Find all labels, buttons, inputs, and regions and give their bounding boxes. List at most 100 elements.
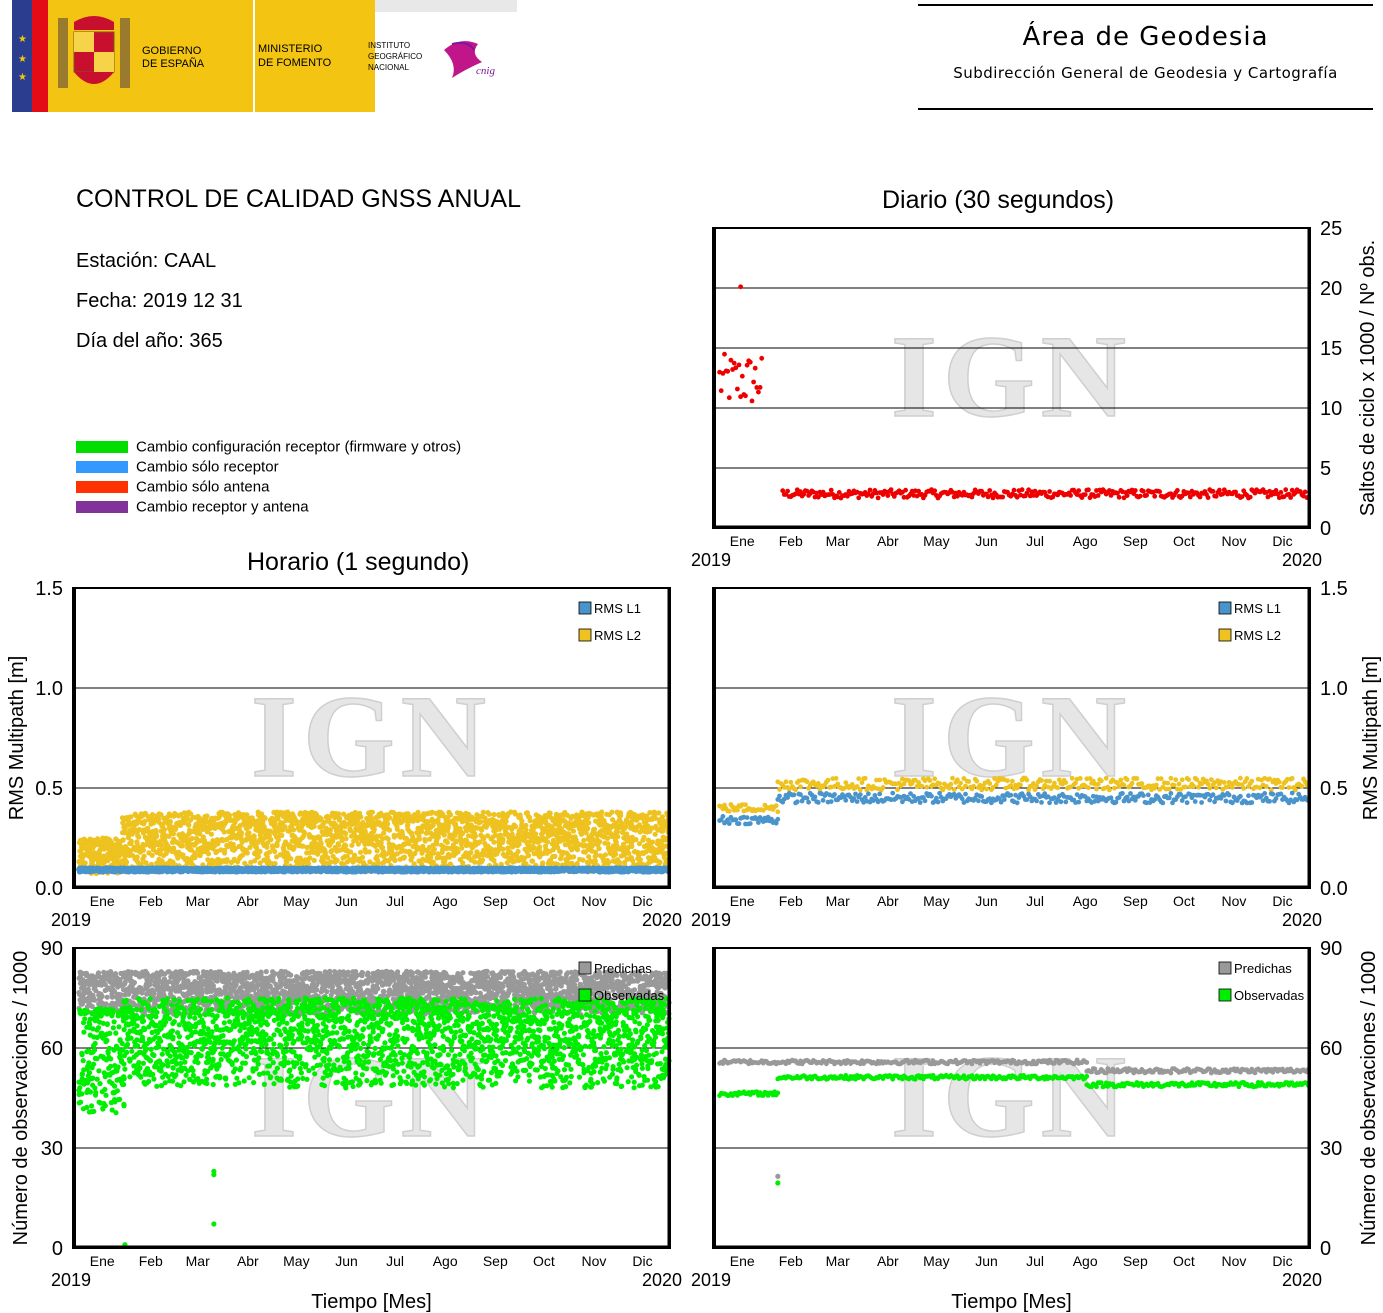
data-point: [392, 857, 398, 863]
data-point: [527, 818, 533, 824]
data-point: [1283, 487, 1289, 493]
data-point: [1213, 493, 1219, 499]
data-point: [455, 849, 461, 855]
data-point: [595, 841, 601, 847]
data-point: [1239, 494, 1245, 499]
data-point: [979, 488, 985, 494]
data-point-outlier: [738, 284, 744, 290]
ign-line2: GEOGRÁFICO: [368, 52, 422, 61]
ign-line1: INSTITUTO: [368, 41, 410, 50]
coat-of-arms-icon: [58, 16, 130, 88]
data-point: [599, 809, 605, 815]
data-point: [1247, 494, 1253, 500]
month-label: Feb: [779, 533, 803, 549]
data-point: [1116, 494, 1122, 500]
data-point: [586, 820, 592, 826]
data-point: [480, 809, 486, 815]
data-point: [369, 809, 375, 815]
data-point: [204, 813, 210, 819]
data-point: [262, 815, 268, 821]
data-point: [374, 848, 380, 854]
legend-label: Cambio receptor y antena: [136, 498, 309, 516]
data-point: [656, 810, 662, 816]
data-point: [192, 855, 198, 861]
government-logo: ★ ★ ★ GOBIERNO DE ESPAÑA MINISTERIO DE F…: [12, 0, 517, 112]
data-point: [141, 853, 147, 859]
data-point: [120, 837, 126, 844]
hourly-section-title: Horario (1 segundo): [247, 548, 470, 576]
data-point: [605, 841, 611, 847]
data-point: [163, 850, 169, 857]
data-point: [486, 811, 492, 817]
data-point: [602, 852, 609, 858]
data-point: [641, 834, 647, 840]
data-point: [179, 843, 186, 849]
data-point: [606, 859, 612, 866]
data-point: [1197, 494, 1203, 500]
data-point: [1076, 488, 1082, 493]
data-point: [387, 815, 393, 821]
data-point: [478, 819, 484, 825]
data-point: [422, 838, 428, 844]
data-point: [744, 362, 750, 368]
area-title: Área de Geodesia: [1022, 22, 1269, 52]
data-point: [79, 845, 85, 852]
data-point: [119, 850, 126, 856]
data-point: [366, 849, 372, 855]
data-point: [903, 487, 908, 493]
data-point: [649, 839, 656, 845]
data-point: [756, 389, 761, 395]
data-point: [718, 388, 724, 394]
data-point: [875, 495, 881, 501]
data-point: [739, 373, 745, 379]
data-point: [733, 365, 739, 371]
data-point: [468, 850, 474, 856]
data-point: [571, 854, 577, 860]
data-point: [1157, 489, 1162, 494]
ign-watermark: IGN: [251, 671, 492, 802]
data-point: [159, 842, 165, 848]
data-point: [533, 831, 539, 837]
data-point: [180, 852, 186, 858]
station-info: Estación: CAAL: [76, 250, 217, 272]
data-point: [749, 398, 755, 404]
data-point: [444, 839, 450, 846]
month-label: Mar: [826, 533, 850, 549]
data-point: [459, 845, 465, 851]
data-point: [515, 848, 521, 855]
data-point: [272, 848, 278, 855]
ign-line3: NACIONAL: [368, 63, 409, 72]
data-point: [385, 836, 391, 842]
data-point: [616, 859, 623, 865]
data-point: [336, 842, 342, 848]
data-point: [149, 812, 156, 818]
data-point: [122, 826, 128, 832]
data-point: [179, 831, 185, 837]
data-point: [609, 809, 615, 815]
data-point: [547, 810, 553, 816]
data-point: [491, 857, 497, 864]
month-label: Ene: [730, 533, 755, 549]
data-point: [1141, 488, 1146, 494]
data-point: [1137, 493, 1143, 499]
data-point: [227, 812, 233, 818]
data-point: [453, 838, 459, 844]
data-point: [136, 834, 142, 840]
data-point: [885, 493, 891, 498]
data-point: [747, 359, 753, 365]
data-point: [359, 854, 366, 860]
data-point: [545, 839, 551, 845]
data-point: [134, 854, 140, 860]
data-point: [722, 351, 727, 357]
header-rule-top: [918, 4, 1373, 6]
data-point: [165, 843, 171, 849]
data-point: [660, 828, 666, 834]
date-info: Fecha: 2019 12 31: [76, 290, 243, 312]
legend-item-receiver-antenna: Cambio receptor y antena: [76, 498, 309, 516]
data-point: [1047, 489, 1052, 494]
y-tick-label: 10: [1320, 398, 1342, 420]
data-point: [1000, 494, 1006, 500]
data-point: [1011, 487, 1017, 493]
data-point: [836, 490, 842, 495]
